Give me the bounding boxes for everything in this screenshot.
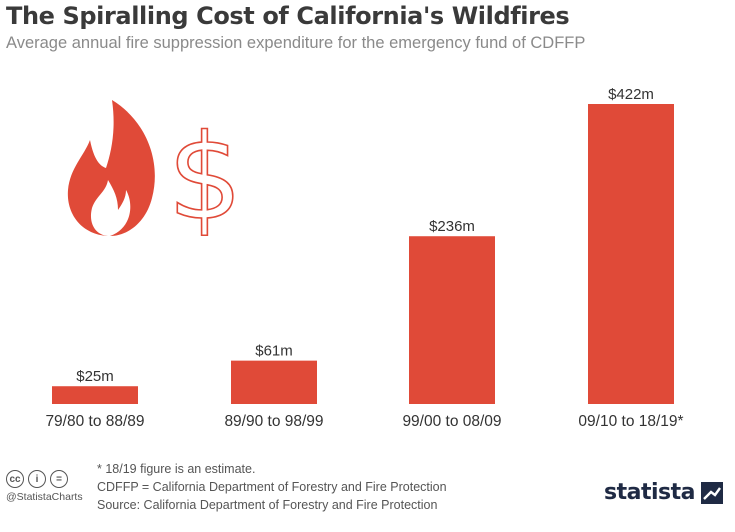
bar-2 (231, 360, 317, 404)
statista-logo-text: statista (604, 480, 695, 505)
category-label-2: 89/90 to 98/99 (224, 413, 323, 430)
no-derivatives-icon: = (50, 470, 68, 488)
category-label-1: 79/80 to 88/89 (45, 413, 144, 430)
fire-icon (67, 100, 155, 236)
value-label-2: $61m (255, 343, 293, 360)
abbreviation-note: CDFFP = California Department of Forestr… (97, 480, 447, 494)
value-label-3: $236m (429, 218, 475, 235)
license-block: cc i = @StatistaCharts (6, 470, 83, 503)
statista-logo-icon (701, 481, 723, 504)
category-label-3: 99/00 to 08/09 (402, 413, 501, 430)
statista-handle: @StatistaCharts (6, 491, 83, 503)
bar-3 (409, 236, 495, 404)
source-note: Source: California Department of Forestr… (97, 498, 438, 512)
chart-footer: * 18/19 figure is an estimate. CDFFP = C… (97, 460, 447, 514)
dollar-icon: $ (167, 107, 244, 247)
statista-logo: statista (604, 480, 723, 505)
chart-subtitle: Average annual fire suppression expendit… (6, 34, 586, 52)
value-label-4: $422m (608, 86, 654, 103)
value-label-1: $25m (76, 368, 114, 385)
footnote: * 18/19 figure is an estimate. (97, 462, 256, 476)
attribution-icon: i (28, 470, 46, 488)
bar-4 (588, 104, 674, 404)
creative-commons-icon: cc (6, 470, 24, 488)
bar-1 (52, 386, 138, 404)
chart-title: The Spiralling Cost of California's Wild… (6, 2, 570, 30)
category-label-4: 09/10 to 18/19* (578, 413, 683, 430)
svg-text:$: $ (167, 108, 242, 246)
